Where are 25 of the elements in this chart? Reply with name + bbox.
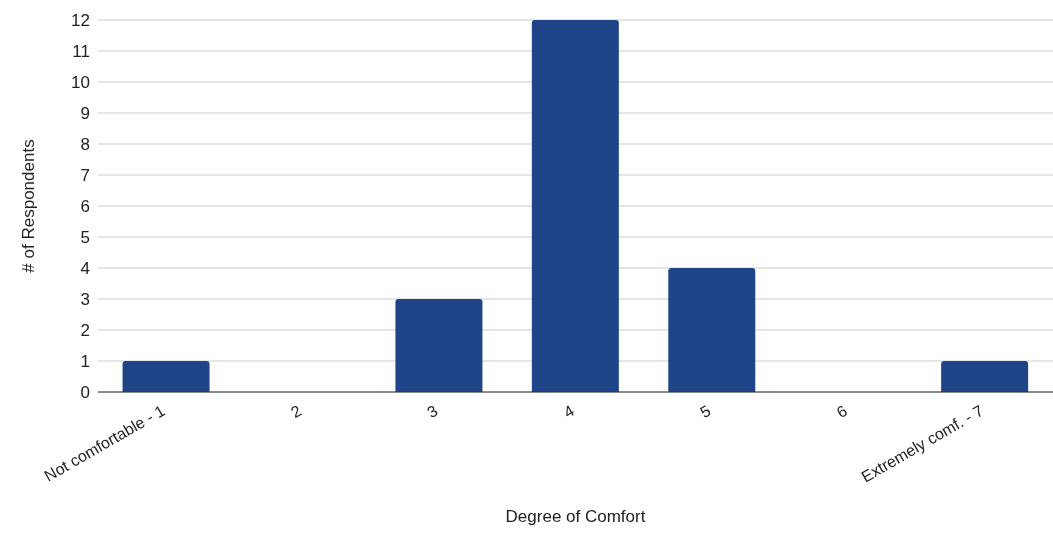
y-tick-label: 8 <box>80 135 90 155</box>
x-axis-title: Degree of Comfort <box>505 507 646 526</box>
y-tick-label: 10 <box>71 73 90 93</box>
x-tick-label: 3 <box>424 401 441 422</box>
y-tick-label: 5 <box>80 228 90 248</box>
bar <box>122 361 210 392</box>
y-tick-label: 3 <box>80 290 90 310</box>
y-tick-label: 2 <box>80 321 90 341</box>
y-tick-label: 7 <box>80 166 90 186</box>
y-axis-title: # of Respondents <box>19 139 39 273</box>
y-tick-label: 4 <box>80 259 90 279</box>
y-tick-label: 1 <box>80 352 90 372</box>
bar <box>395 299 483 392</box>
bar <box>668 268 756 392</box>
x-tick-label: 4 <box>560 401 578 422</box>
x-tick-label: 2 <box>287 401 305 422</box>
bar <box>941 361 1029 392</box>
bar <box>531 20 619 392</box>
y-tick-label: 9 <box>80 104 90 124</box>
x-tick-label: 5 <box>697 401 714 422</box>
y-tick-label: 11 <box>72 42 90 62</box>
x-tick-label: 6 <box>833 401 850 422</box>
y-tick-label: 6 <box>80 197 90 217</box>
y-tick-label: 12 <box>71 11 90 31</box>
y-tick-label: 0 <box>80 383 90 403</box>
